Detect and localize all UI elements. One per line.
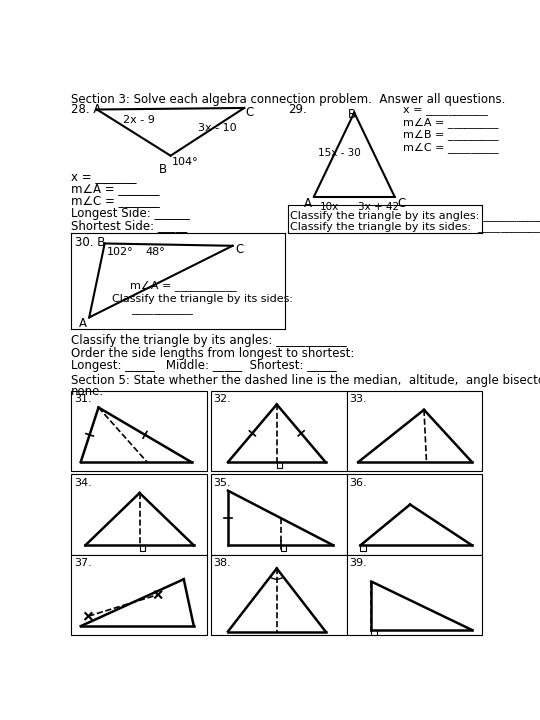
Text: 33.: 33. xyxy=(349,395,367,405)
Text: B: B xyxy=(348,108,356,121)
Text: 3x - 10: 3x - 10 xyxy=(198,123,237,133)
Text: B: B xyxy=(159,163,167,176)
Text: A: A xyxy=(304,197,312,210)
Text: 15x - 30: 15x - 30 xyxy=(318,148,361,158)
Text: Longest Side: ______: Longest Side: ______ xyxy=(71,207,190,220)
Text: Section 5: State whether the dashed line is the median,  altitude,  angle bisect: Section 5: State whether the dashed line… xyxy=(71,374,540,387)
Text: 29.: 29. xyxy=(288,104,307,117)
Text: 37.: 37. xyxy=(73,559,91,568)
Text: A: A xyxy=(79,318,87,330)
Text: m∠A = _________: m∠A = _________ xyxy=(403,117,498,128)
Text: none.: none. xyxy=(71,385,105,398)
Text: C: C xyxy=(235,243,243,256)
Text: Shortest Side: _____: Shortest Side: _____ xyxy=(71,219,187,232)
Text: m∠C = _______: m∠C = _______ xyxy=(71,194,160,207)
Bar xyxy=(347,390,482,472)
Text: m∠B = _________: m∠B = _________ xyxy=(403,130,498,140)
Text: 10x: 10x xyxy=(320,202,340,212)
Bar xyxy=(211,554,347,636)
Text: 28. A: 28. A xyxy=(71,104,102,117)
Text: 102°: 102° xyxy=(107,248,134,257)
Text: 38.: 38. xyxy=(213,559,231,568)
Bar xyxy=(139,545,145,551)
Text: 35.: 35. xyxy=(213,477,231,487)
Text: 104°: 104° xyxy=(172,157,199,167)
Text: 32.: 32. xyxy=(213,395,231,405)
Text: Section 3: Solve each algebra connection problem.  Answer all questions.: Section 3: Solve each algebra connection… xyxy=(71,93,506,106)
Text: Classify the triangle by its sides:: Classify the triangle by its sides: xyxy=(112,294,293,305)
Bar xyxy=(277,462,282,467)
Text: 48°: 48° xyxy=(145,248,165,257)
Bar xyxy=(211,390,347,472)
Text: Order the side lengths from longest to shortest:: Order the side lengths from longest to s… xyxy=(71,346,355,360)
Text: C: C xyxy=(246,107,254,120)
Text: ___________: ___________ xyxy=(131,305,193,315)
Text: 3x + 42: 3x + 42 xyxy=(358,202,399,212)
Bar xyxy=(361,545,366,551)
Text: C: C xyxy=(397,197,405,210)
Text: x = _______: x = _______ xyxy=(71,169,137,183)
Text: 39.: 39. xyxy=(349,559,367,568)
Bar xyxy=(347,554,482,636)
Bar xyxy=(281,545,286,551)
Text: 30. B: 30. B xyxy=(75,235,106,249)
Text: Classify the triangle by its angles: ____________: Classify the triangle by its angles: ___… xyxy=(71,334,347,347)
Bar xyxy=(347,474,482,554)
Text: x = ___________: x = ___________ xyxy=(403,105,488,115)
Text: Longest: _____   Middle: _____  Shortest: _____: Longest: _____ Middle: _____ Shortest: _… xyxy=(71,359,337,372)
Text: Classify the triangle by its sides:  ___________: Classify the triangle by its sides: ____… xyxy=(290,221,540,232)
Text: Classify the triangle by its angles: ___________: Classify the triangle by its angles: ___… xyxy=(290,210,540,220)
Text: m∠A = _______: m∠A = _______ xyxy=(71,182,160,195)
Bar xyxy=(71,390,207,472)
Text: m∠A = ___________: m∠A = ___________ xyxy=(130,280,237,292)
Bar xyxy=(71,554,207,636)
Bar xyxy=(372,630,377,636)
Text: m∠C = _________: m∠C = _________ xyxy=(403,142,499,153)
Bar xyxy=(71,474,207,554)
Text: 31.: 31. xyxy=(73,395,91,405)
Text: 2x - 9: 2x - 9 xyxy=(123,115,155,125)
Bar xyxy=(211,474,347,554)
Text: 36.: 36. xyxy=(349,477,367,487)
Text: 34.: 34. xyxy=(73,477,91,487)
